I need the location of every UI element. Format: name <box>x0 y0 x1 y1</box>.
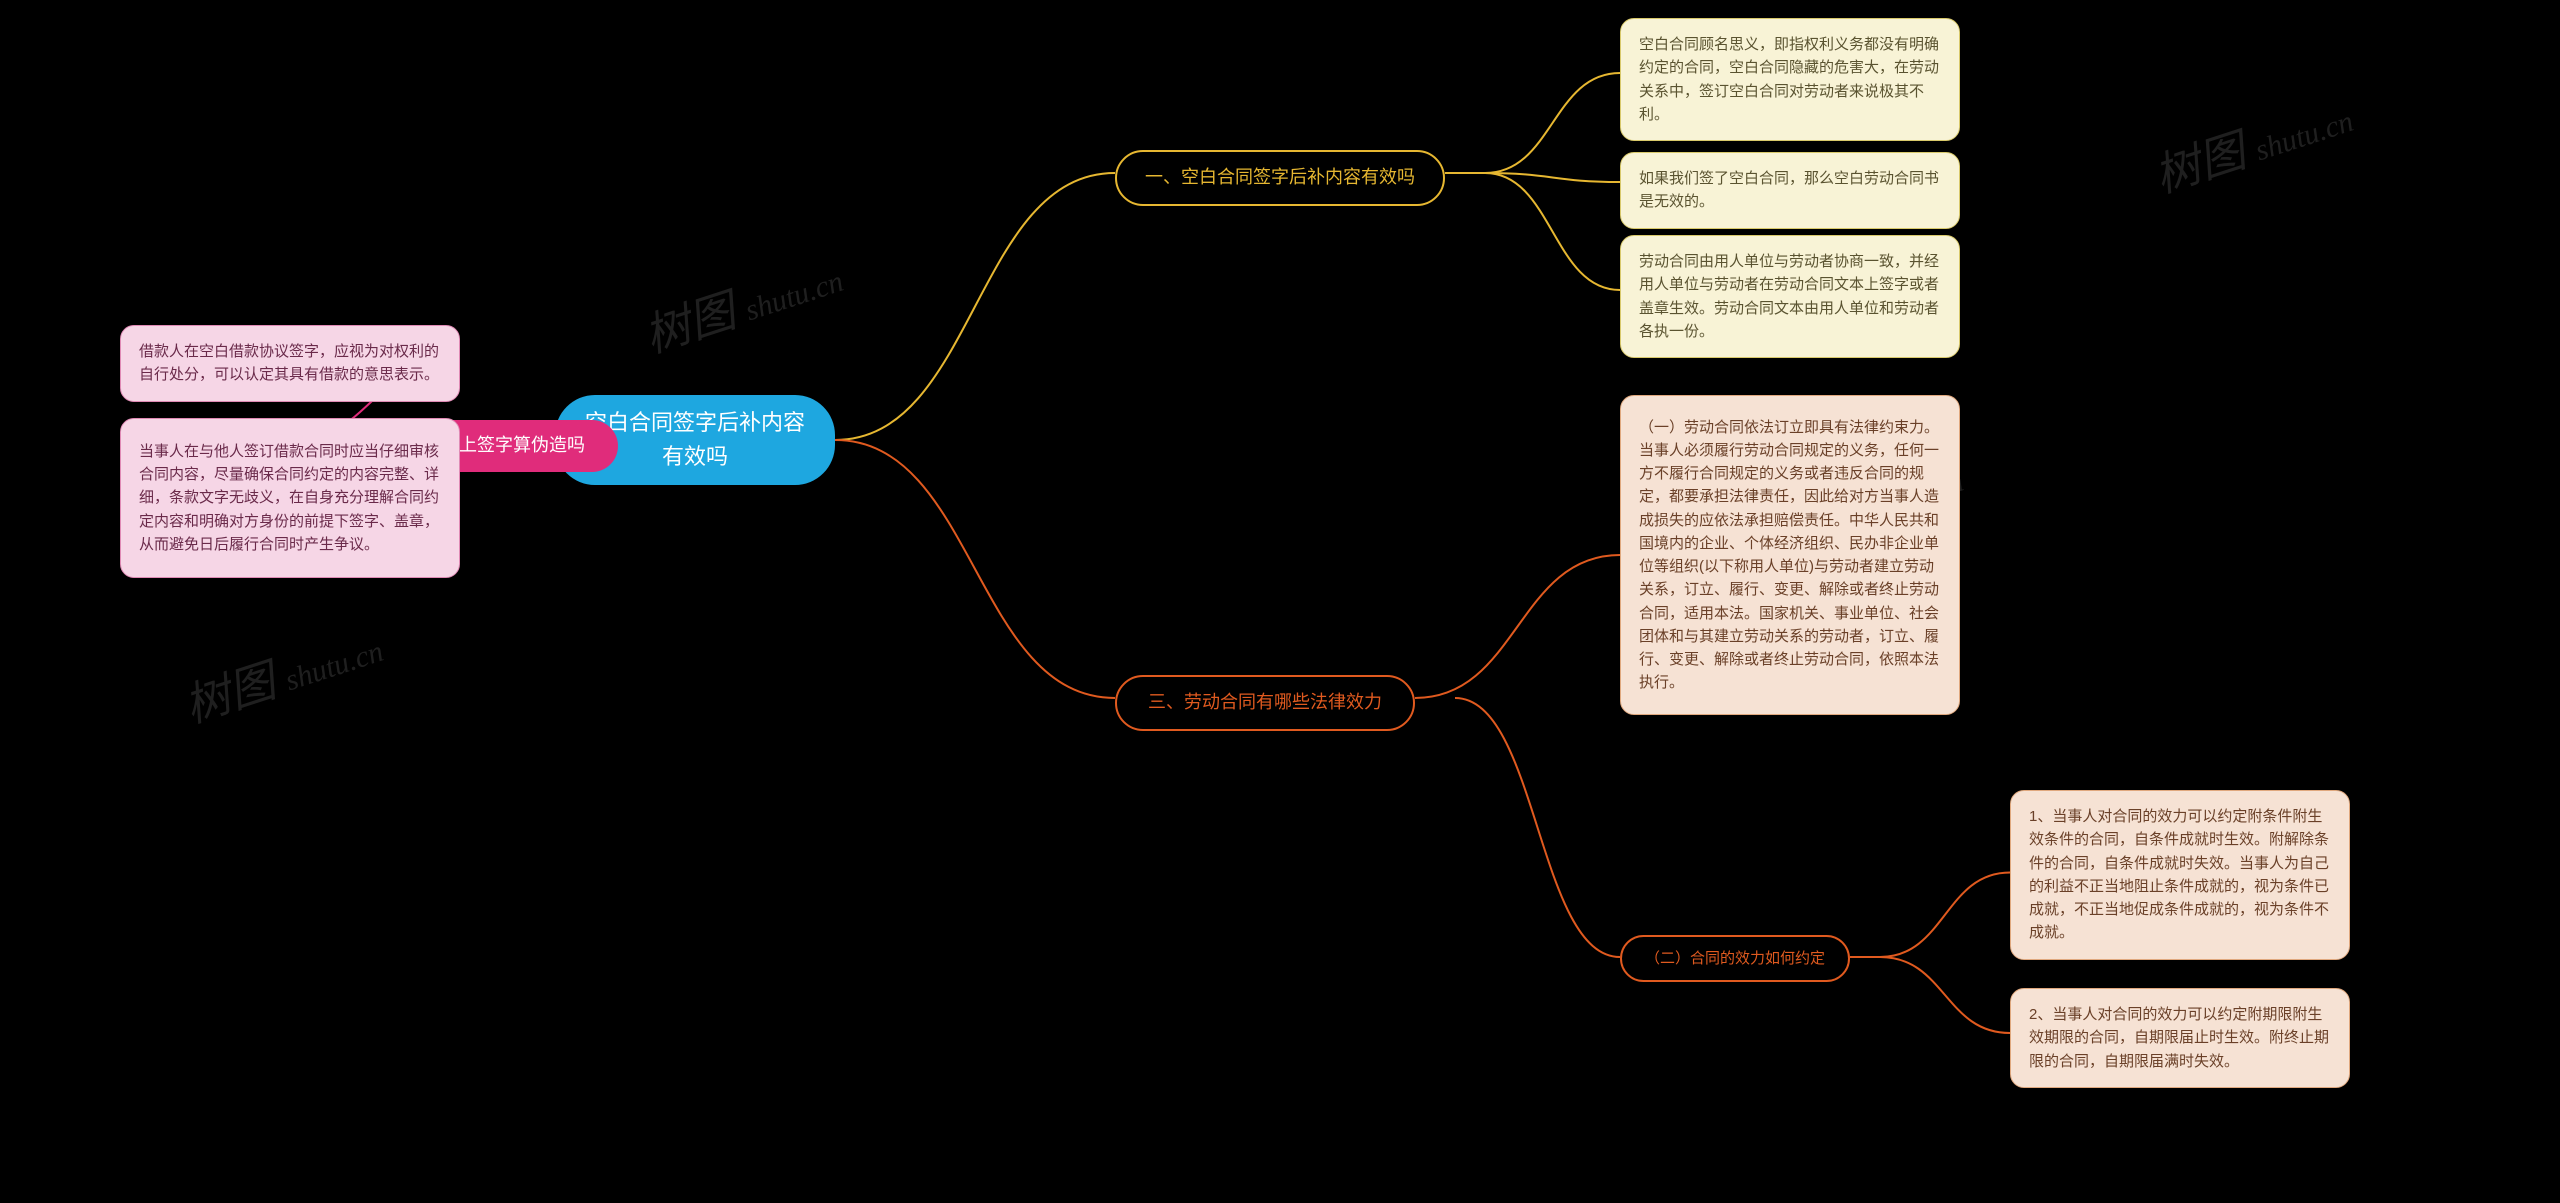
branch-node[interactable]: 一、空白合同签字后补内容有效吗 <box>1115 150 1445 206</box>
branch-label: （二）合同的效力如何约定 <box>1645 947 1825 970</box>
leaf-label: 如果我们签了空白合同，那么空白劳动合同书是无效的。 <box>1639 167 1941 214</box>
watermark: 树图 shutu.cn <box>635 240 850 366</box>
watermark: 树图 shutu.cn <box>2145 80 2360 206</box>
branch-node[interactable]: 三、劳动合同有哪些法律效力 <box>1115 675 1415 731</box>
leaf-label: 当事人在与他人签订借款合同时应当仔细审核合同内容，尽量确保合同约定的内容完整、详… <box>139 440 441 556</box>
leaf-node: 1、当事人对合同的效力可以约定附条件附生效条件的合同，自条件成就时生效。附解除条… <box>2010 790 2350 960</box>
leaf-node: 当事人在与他人签订借款合同时应当仔细审核合同内容，尽量确保合同约定的内容完整、详… <box>120 418 460 578</box>
leaf-label: （一）劳动合同依法订立即具有法律约束力。当事人必须履行劳动合同规定的义务，任何一… <box>1639 416 1941 695</box>
branch-label: 三、劳动合同有哪些法律效力 <box>1148 689 1382 717</box>
leaf-node: 空白合同顾名思义，即指权利义务都没有明确约定的合同，空白合同隐藏的危害大，在劳动… <box>1620 18 1960 141</box>
leaf-node: 借款人在空白借款协议签字，应视为对权利的自行处分，可以认定其具有借款的意思表示。 <box>120 325 460 402</box>
leaf-node: （一）劳动合同依法订立即具有法律约束力。当事人必须履行劳动合同规定的义务，任何一… <box>1620 395 1960 715</box>
leaf-label: 借款人在空白借款协议签字，应视为对权利的自行处分，可以认定其具有借款的意思表示。 <box>139 340 441 387</box>
leaf-node: 2、当事人对合同的效力可以约定附期限附生效期限的合同，自期限届止时生效。附终止期… <box>2010 988 2350 1088</box>
branch-node[interactable]: （二）合同的效力如何约定 <box>1620 935 1850 982</box>
leaf-label: 2、当事人对合同的效力可以约定附期限附生效期限的合同，自期限届止时生效。附终止期… <box>2029 1003 2331 1073</box>
leaf-node: 劳动合同由用人单位与劳动者协商一致，并经用人单位与劳动者在劳动合同文本上签字或者… <box>1620 235 1960 358</box>
leaf-node: 如果我们签了空白合同，那么空白劳动合同书是无效的。 <box>1620 152 1960 229</box>
leaf-label: 劳动合同由用人单位与劳动者协商一致，并经用人单位与劳动者在劳动合同文本上签字或者… <box>1639 250 1941 343</box>
branch-label: 一、空白合同签字后补内容有效吗 <box>1145 164 1415 192</box>
leaf-label: 空白合同顾名思义，即指权利义务都没有明确约定的合同，空白合同隐藏的危害大，在劳动… <box>1639 33 1941 126</box>
leaf-label: 1、当事人对合同的效力可以约定附条件附生效条件的合同，自条件成就时生效。附解除条… <box>2029 805 2331 945</box>
watermark: 树图 shutu.cn <box>175 610 390 736</box>
